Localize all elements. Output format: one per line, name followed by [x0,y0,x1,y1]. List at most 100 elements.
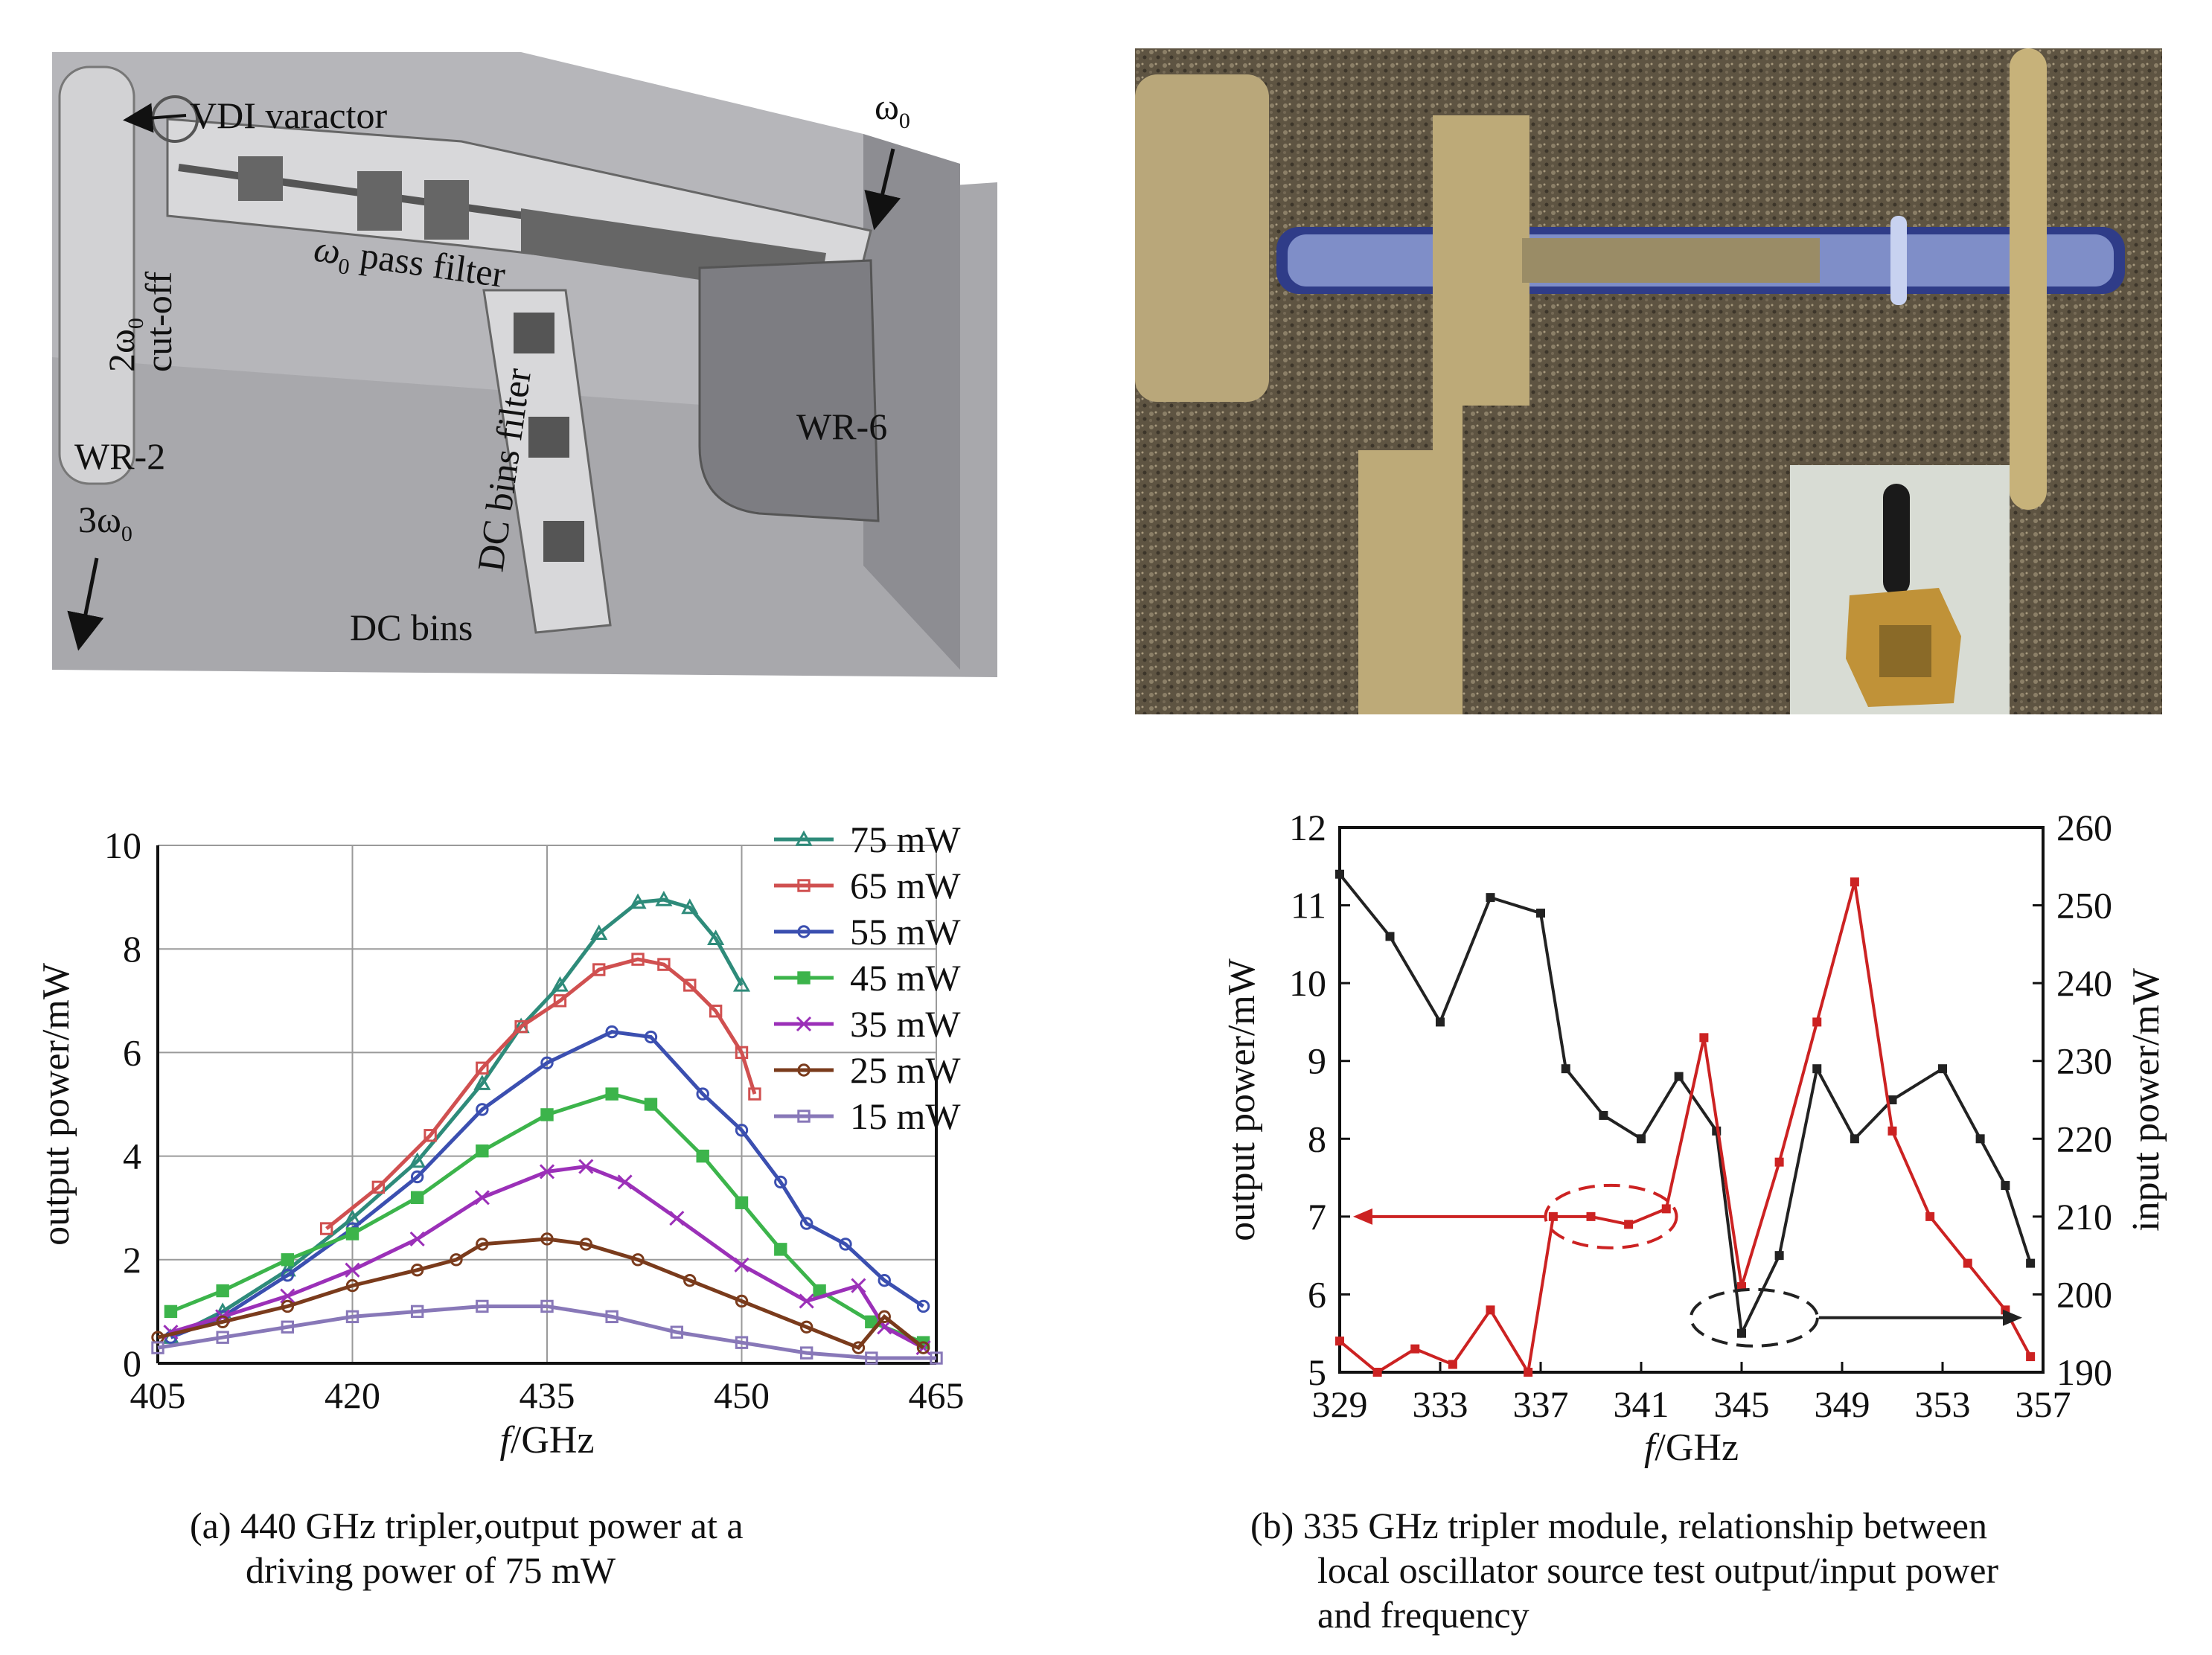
data-point [410,1191,424,1204]
data-point [735,1294,749,1308]
input-freq-label: ω0 [875,86,910,133]
legend-marker [797,925,811,938]
data-point [1887,1126,1897,1136]
data-point [281,1268,295,1282]
data-point [409,1231,425,1247]
wr6-waveguide [698,259,880,522]
data-point [1335,1337,1344,1346]
data-point [1661,1204,1671,1214]
data-point [1335,869,1344,879]
data-point [474,1190,490,1206]
data-point [669,1211,685,1226]
y-tick-label: 2 [123,1239,141,1281]
data-point [683,1273,697,1287]
y-tick-label: 10 [1289,962,1326,1004]
y2-tick-label: 200 [2056,1273,2112,1315]
x-tick-label: 357 [2016,1383,2071,1425]
data-point [605,1087,618,1101]
x-tick-label: 349 [1815,1383,1870,1425]
y-tick-label: 6 [1308,1273,1326,1315]
data-point [1436,1017,1445,1027]
data-point [734,1257,749,1273]
data-point [629,893,647,909]
series-15-mw [151,1299,943,1365]
data-point [865,1315,878,1329]
data-point [916,1299,930,1313]
data-point [735,1124,749,1137]
data-point [631,1253,645,1267]
data-point [655,890,673,906]
data-point [540,1056,554,1070]
chart-a-440ghz: 405 420 435 450 465 0 2 4 6 8 10 f/GHz output power/… [0,774,1042,1473]
series-input-power [1335,877,2036,1377]
series-line [170,897,744,1339]
x-tick-label: 435 [520,1374,575,1416]
data-point [605,1025,618,1039]
data-point [476,1103,489,1116]
y2-tick-label: 220 [2056,1118,2112,1159]
data-point [540,1232,554,1246]
data-point [476,1144,489,1158]
plot-frame [1338,826,2045,1374]
series-75-mw [162,890,751,1344]
data-point [1963,1258,1972,1268]
gold-pad [1135,74,1269,402]
annotation-ellipse-red [1544,1183,1678,1249]
x-axis-label: f/GHz [1644,1427,1739,1469]
data-point [553,994,567,1008]
dc-filter-pad [528,417,569,458]
chart-b-svg: 329 333 337 341 345 349 353 357 5 6 7 8 9 10 11 12 190 20… [1221,807,2167,1469]
pass-filter-label: ω0 pass filter [310,227,508,301]
svg-text:ω0 pass filter: ω0 pass filter [310,227,508,301]
data-point [1774,1157,1784,1167]
series-line [325,957,757,1230]
legend-label: 35 mW [850,1003,961,1045]
x-tick-label: 353 [1915,1383,1971,1425]
annotation-arrowhead-red [1353,1208,1372,1225]
data-point [631,953,645,966]
data-point [514,1019,528,1034]
x-tick-label: 341 [1614,1383,1669,1425]
data-point [774,1243,787,1256]
x-tick-label: 465 [909,1374,965,1416]
data-point [774,1175,787,1189]
data-point [410,1305,424,1319]
data-point [735,1336,749,1349]
data-point [590,924,608,941]
x-tick-label: 345 [1714,1383,1770,1425]
data-point [539,1164,555,1179]
micrograph-image [1135,48,2162,714]
cutoff-label: 2ω0 cut-off [100,272,179,372]
annotation-arrowhead-black [2003,1309,2022,1326]
y2-tick-label: 210 [2056,1196,2112,1238]
series-line [157,1237,925,1351]
y-axis-label: output power/mW [35,963,77,1246]
data-point [280,1288,295,1304]
data-point [916,1341,930,1354]
data-point [476,1238,489,1251]
data-point [551,976,569,992]
x-tick-label: 450 [714,1374,770,1416]
y-tick-label: 12 [1289,807,1326,848]
caption-a-line2: driving power of 75 mW [246,1549,616,1591]
series-output-power [1335,869,2036,1339]
data-point [670,1325,684,1339]
annotation-ellipse-black [1689,1287,1819,1348]
caption-a: (a) 440 GHz tripler,output power at a dr… [190,1503,744,1592]
series-line [1338,881,2032,1377]
legend-marker [797,879,811,892]
data-point [319,1222,333,1235]
series-65-mw [319,953,761,1235]
data-point [1938,1064,1947,1074]
data-point [1850,877,1859,887]
data-point [540,1299,554,1313]
data-point [681,898,699,915]
data-point [592,963,606,976]
module-port [1879,625,1931,677]
data-point [371,1180,386,1194]
y-tick-label: 6 [123,1031,141,1073]
data-point [1674,1072,1684,1081]
data-point [151,1341,164,1354]
svg-text:2ω0: 2ω0 [100,318,148,372]
data-point [2001,1181,2010,1191]
